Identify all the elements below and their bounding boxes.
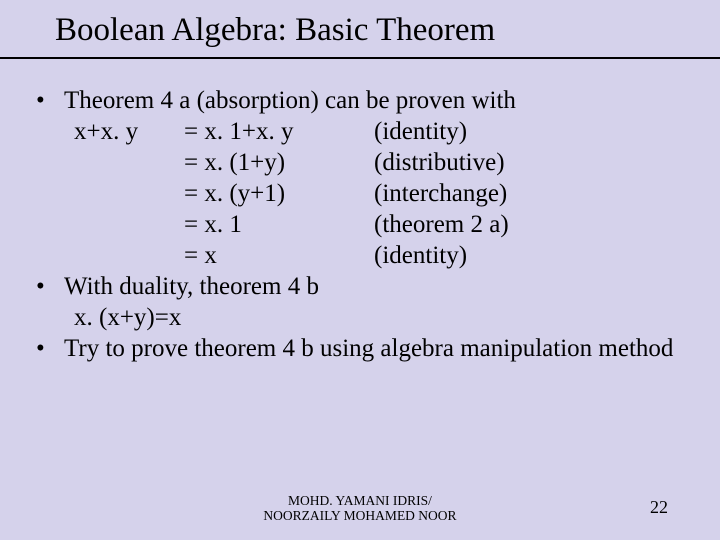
proof-rhs: = x	[184, 240, 374, 271]
proof-step: = x. 1 (theorem 2 a)	[36, 209, 690, 240]
proof-step: = x. (1+y) (distributive)	[36, 147, 690, 178]
proof-step: x+x. y = x. 1+x. y (identity)	[36, 116, 690, 147]
proof-rhs: = x. 1	[184, 209, 374, 240]
bullet-item: • Theorem 4 a (absorption) can be proven…	[36, 85, 690, 116]
footer-line2: NOORZAILY MOHAMED NOOR	[0, 508, 720, 524]
proof-reason: (identity)	[374, 116, 690, 147]
page-number: 22	[650, 497, 668, 518]
proof-lhs: x+x. y	[74, 116, 184, 147]
proof-rhs: = x. 1+x. y	[184, 116, 374, 147]
proof-lhs	[74, 209, 184, 240]
bullet-item: • Try to prove theorem 4 b using algebra…	[36, 333, 690, 364]
duality-text: x. (x+y)=x	[74, 304, 181, 331]
title-region: Boolean Algebra: Basic Theorem	[0, 0, 720, 49]
proof-reason: (identity)	[374, 240, 690, 271]
proof-step: = x (identity)	[36, 240, 690, 271]
bullet-text: With duality, theorem 4 b	[64, 271, 690, 302]
proof-lhs	[74, 178, 184, 209]
proof-rhs: = x. (1+y)	[184, 147, 374, 178]
bullet-marker: •	[36, 333, 64, 364]
proof-reason: (distributive)	[374, 147, 690, 178]
proof-reason: (theorem 2 a)	[374, 209, 690, 240]
proof-lhs	[74, 240, 184, 271]
proof-step: = x. (y+1) (interchange)	[36, 178, 690, 209]
proof-rhs: = x. (y+1)	[184, 178, 374, 209]
bullet-marker: •	[36, 271, 64, 302]
bullet-marker: •	[36, 85, 64, 116]
bullet-text: Theorem 4 a (absorption) can be proven w…	[64, 85, 690, 116]
bullet-item: • With duality, theorem 4 b	[36, 271, 690, 302]
slide-body: • Theorem 4 a (absorption) can be proven…	[0, 59, 720, 364]
footer-line1: MOHD. YAMANI IDRIS/	[0, 493, 720, 509]
slide-title: Boolean Algebra: Basic Theorem	[55, 12, 690, 49]
duality-expression: x. (x+y)=x	[36, 302, 690, 333]
bullet-text: Try to prove theorem 4 b using algebra m…	[64, 333, 690, 364]
slide-footer: MOHD. YAMANI IDRIS/ NOORZAILY MOHAMED NO…	[0, 493, 720, 524]
proof-reason: (interchange)	[374, 178, 690, 209]
proof-lhs	[74, 147, 184, 178]
